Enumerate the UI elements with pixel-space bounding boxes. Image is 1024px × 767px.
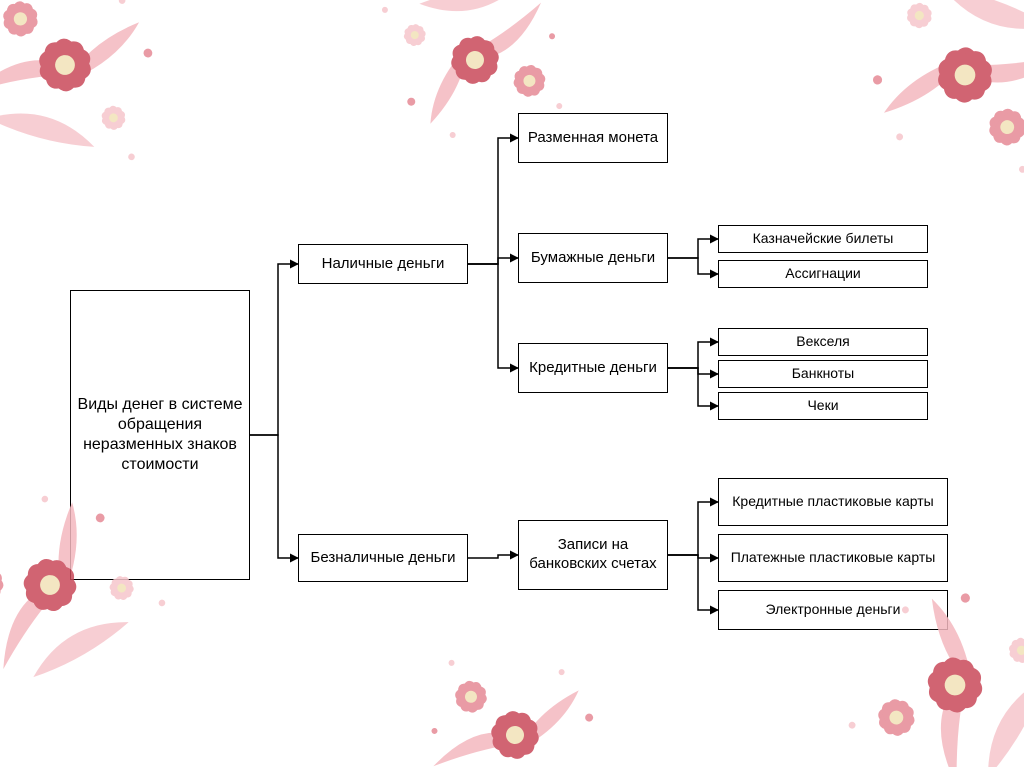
flower-decor-0: [0, 0, 190, 188]
node-bills: Векселя: [718, 328, 928, 356]
edge-cash-paper: [468, 258, 518, 264]
node-assign: Ассигнации: [718, 260, 928, 288]
node-credit: Кредитные деньги: [518, 343, 668, 393]
node-accounts: Записи на банковских счетах: [518, 520, 668, 590]
node-paper: Бумажные деньги: [518, 233, 668, 283]
flower-decor-2: [829, 0, 1024, 204]
edge-credit-cheques: [668, 368, 718, 406]
node-creditcards: Кредитные пластиковые карты: [718, 478, 948, 526]
edge-accounts-creditcards: [668, 502, 718, 555]
edge-cash-credit: [468, 264, 518, 368]
edge-paper-assign: [668, 258, 718, 274]
node-treasury: Казначейские билеты: [718, 225, 928, 253]
edge-credit-banknotes: [668, 368, 718, 374]
node-cash: Наличные деньги: [298, 244, 468, 284]
edge-accounts-emoney: [668, 555, 718, 610]
node-banknotes: Банкноты: [718, 360, 928, 388]
node-cheques: Чеки: [718, 392, 928, 420]
edge-credit-bills: [668, 342, 718, 368]
edge-root-noncash: [250, 435, 298, 558]
flower-decor-4: [406, 635, 624, 767]
edge-accounts-paycards: [668, 555, 718, 558]
node-noncash: Безналичные деньги: [298, 534, 468, 582]
edge-root-cash: [250, 264, 298, 435]
edge-cash-coin: [468, 138, 518, 264]
edge-noncash-accounts: [468, 555, 518, 558]
edge-paper-treasury: [668, 239, 718, 258]
